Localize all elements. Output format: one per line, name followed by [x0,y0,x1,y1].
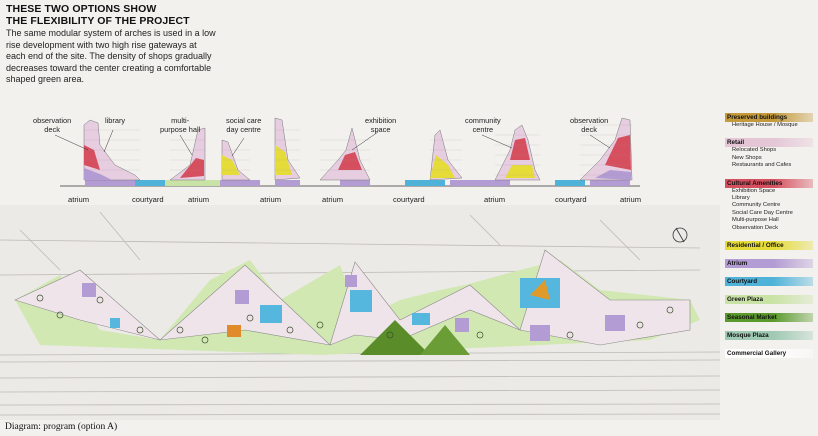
legend-subitem: Observation Deck [732,224,779,231]
intro-title-line2: THE FLEXIBILITY OF THE PROJECT [6,15,190,27]
elev-label-multipurpose-hall: multi-purpose hall [160,116,201,134]
legend-item-preserved-buildings: Preserved buildings [725,113,813,122]
seasonal-market [360,320,430,355]
elevation [54,117,640,187]
base-label-courtyard: courtyard [393,195,425,204]
legend-item-mosque-plaza: Mosque Plaza [725,331,813,341]
elev-label-exhibition-space: exhibition space [365,116,397,134]
legend-item-residential-office: Residential / Office [725,241,813,251]
base-label-atrium: atrium [322,195,344,204]
north-arrow-icon [672,227,688,243]
elev-label-community-centre: community centre [465,116,501,134]
legend-subitem: Relocated Shops [732,147,777,154]
intro-title: THESE TWO OPTIONS SHOW THE FLEXIBILITY O… [6,3,190,27]
legend-subitem: Exhibition Space [732,187,776,194]
base-label-atrium: atrium [68,195,90,204]
elev-label-library: library [105,116,126,125]
seasonal-market [420,325,470,355]
legend-subitem: New Shops [732,154,762,161]
legend-item-retail: Retail [725,138,813,148]
legend-item-atrium: Atrium [725,259,813,269]
legend-subitem: Social Care Day Centre [732,209,793,216]
site-plan [0,205,721,420]
base-label-courtyard: courtyard [132,195,164,204]
intro-body: The same modular system of arches is use… [6,28,216,84]
base-label-atrium: atrium [620,195,642,204]
legend-item-commercial-gallery: Commercial Gallery [725,349,813,359]
base-label-atrium: atrium [260,195,282,204]
legend-subitem: Restaurants and Cafes [732,162,792,169]
legend-subitem: Heritage House / Mosque [732,122,798,128]
elev-label-observation-deck-left: observation deck [33,116,72,134]
legend-item-seasonal-market: Seasonal Market [725,313,813,323]
legend-item-courtyard: Courtyard [725,277,813,287]
base-label-atrium: atrium [188,195,210,204]
legend-item-green-plaza: Green Plaza [725,295,813,305]
legend: Preserved buildings Heritage House / Mosq… [725,113,813,359]
legend-subitem: Library [732,195,750,202]
base-label-atrium: atrium [484,195,506,204]
base-label-courtyard: courtyard [555,195,587,204]
legend-item-cultural-amenities: Cultural Amenities [725,178,813,188]
legend-subitem: Multi-purpose Hall [732,217,779,224]
legend-subitem: Community Centre [732,202,781,209]
caption: Diagram: program (option A) [5,422,118,432]
massing-exhib [319,127,371,181]
intro-title-line1: THESE TWO OPTIONS SHOW [6,3,157,15]
elev-label-social-care: social care day centre [226,116,262,134]
elev-label-observation-deck-right: observation deck [570,116,609,134]
